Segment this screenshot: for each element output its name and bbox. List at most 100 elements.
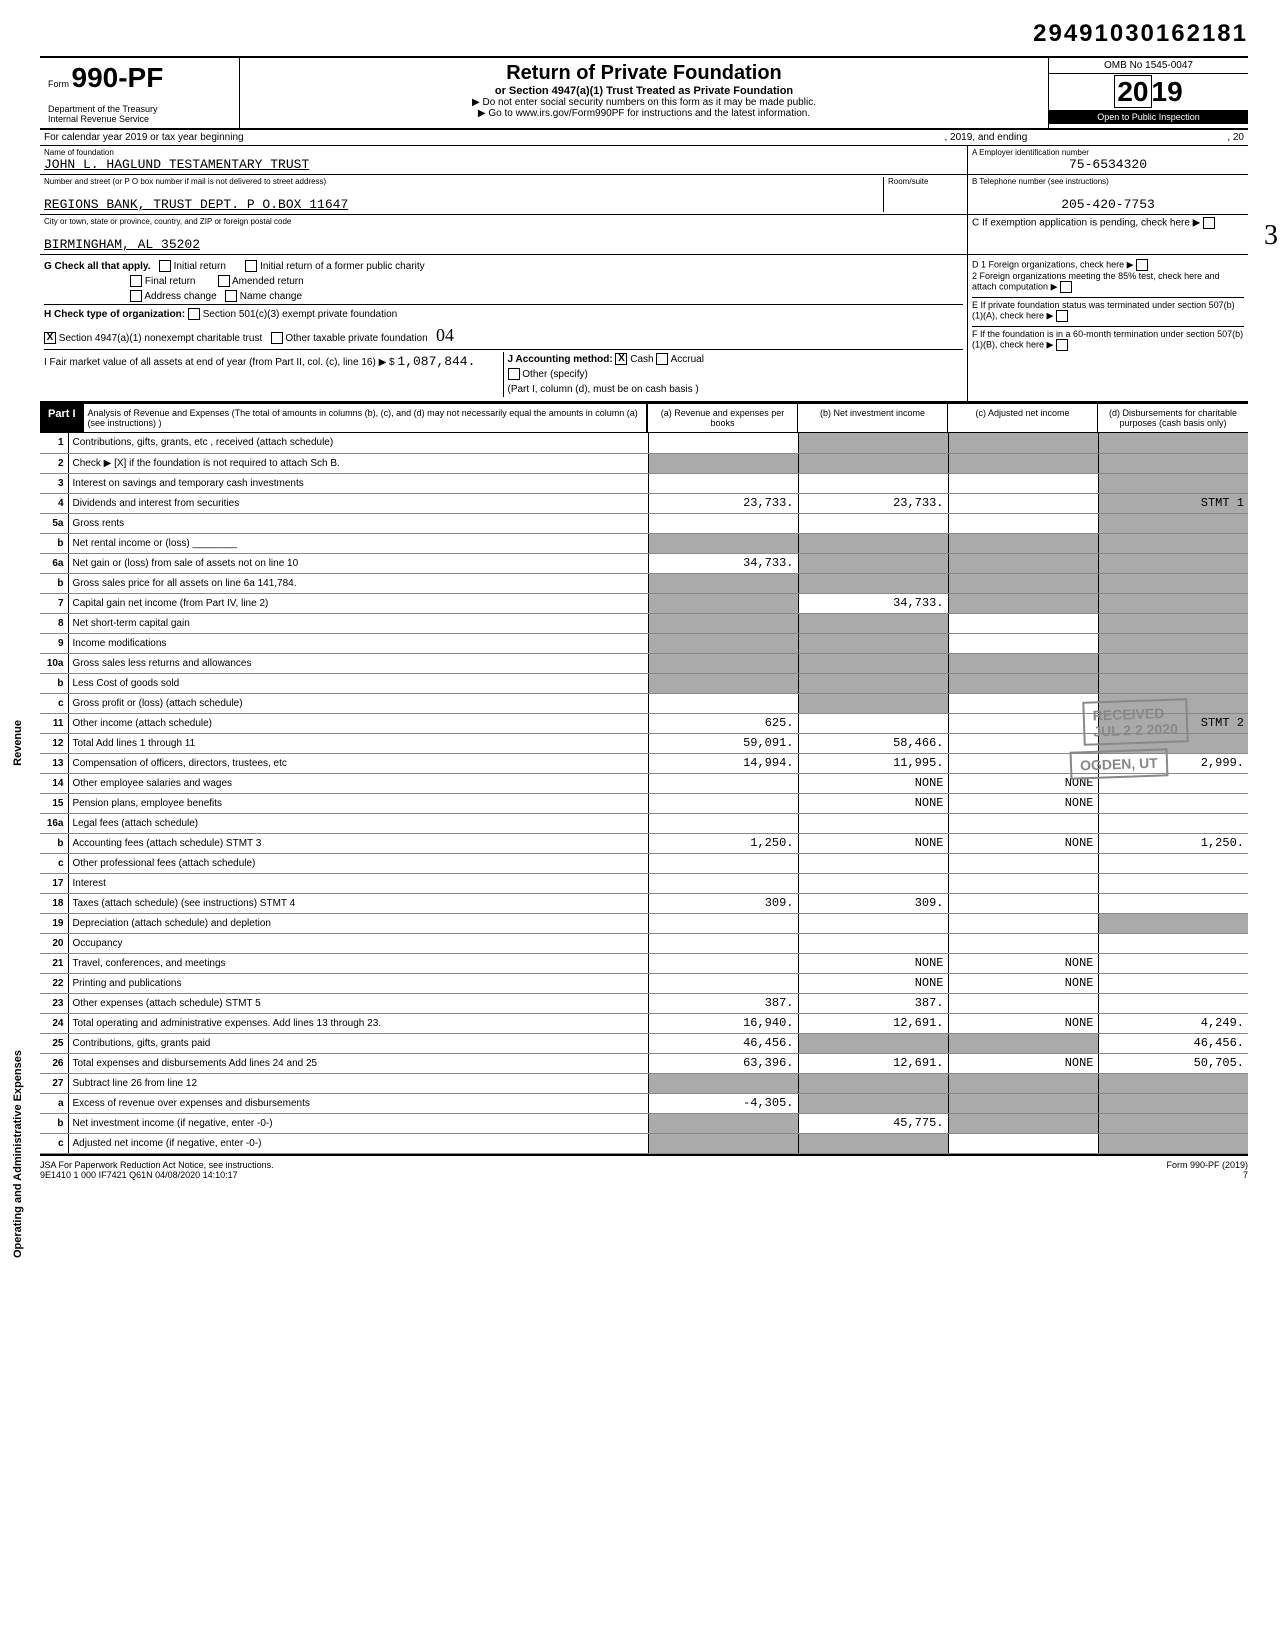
g-addr-checkbox[interactable] <box>130 290 142 302</box>
d2-checkbox[interactable] <box>1060 281 1072 293</box>
line-amount <box>798 873 948 893</box>
col-b-head: (b) Net investment income <box>798 404 948 432</box>
table-row: cOther professional fees (attach schedul… <box>40 853 1248 873</box>
line-desc: Dividends and interest from securities <box>68 493 648 513</box>
line-amount <box>798 513 948 533</box>
table-row: aExcess of revenue over expenses and dis… <box>40 1093 1248 1113</box>
line-amount <box>648 533 798 553</box>
line-amount <box>1098 653 1248 673</box>
line-amount <box>648 913 798 933</box>
g-initial-checkbox[interactable] <box>159 260 171 272</box>
line-desc: Travel, conferences, and meetings <box>68 953 648 973</box>
line-desc: Compensation of officers, directors, tru… <box>68 753 648 773</box>
box-d2: 2 Foreign organizations meeting the 85% … <box>972 271 1244 293</box>
line-number: 12 <box>40 733 68 753</box>
line-amount <box>798 613 948 633</box>
line-desc: Income modifications <box>68 633 648 653</box>
line-desc: Gross sales less returns and allowances <box>68 653 648 673</box>
line-amount: NONE <box>798 833 948 853</box>
line-amount <box>1098 553 1248 573</box>
line-amount: 14,994. <box>648 753 798 773</box>
table-row: 5aGross rents <box>40 513 1248 533</box>
line-desc: Net rental income or (loss) ________ <box>68 533 648 553</box>
table-row: cAdjusted net income (if negative, enter… <box>40 1133 1248 1153</box>
line-desc: Gross profit or (loss) (attach schedule) <box>68 693 648 713</box>
line-amount <box>1098 673 1248 693</box>
line-amount <box>1098 993 1248 1013</box>
line-desc: Other expenses (attach schedule) STMT 5 <box>68 993 648 1013</box>
g-amended-checkbox[interactable] <box>218 275 230 287</box>
line-number: 15 <box>40 793 68 813</box>
h-501c3-checkbox[interactable] <box>188 308 200 320</box>
line-amount: 23,733. <box>798 493 948 513</box>
received-stamp: RECEIVED JUL 2 2 2020 <box>1083 698 1189 746</box>
line-amount: 387. <box>648 993 798 1013</box>
line-amount <box>948 933 1098 953</box>
document-id: 29491030162181 <box>40 20 1248 48</box>
line-amount <box>648 653 798 673</box>
line-amount <box>648 453 798 473</box>
line-amount: NONE <box>948 1013 1098 1033</box>
title-main: Return of Private Foundation <box>244 62 1044 85</box>
line-amount <box>648 973 798 993</box>
j-other-checkbox[interactable] <box>508 368 520 380</box>
line-amount <box>948 453 1098 473</box>
line-number: 27 <box>40 1073 68 1093</box>
g-final-checkbox[interactable] <box>130 275 142 287</box>
line-amount <box>948 1133 1098 1153</box>
d1-checkbox[interactable] <box>1136 259 1148 271</box>
h-4947-checkbox[interactable]: X <box>44 332 56 344</box>
line-number: 16a <box>40 813 68 833</box>
line-amount <box>798 1073 948 1093</box>
line-number: b <box>40 833 68 853</box>
revenue-side-label: Revenue <box>12 720 24 766</box>
part1-header: Part I Analysis of Revenue and Expenses … <box>40 402 1248 433</box>
line-amount: 4,249. <box>1098 1013 1248 1033</box>
title-sub: or Section 4947(a)(1) Trust Treated as P… <box>244 85 1044 97</box>
line-desc: Adjusted net income (if negative, enter … <box>68 1133 648 1153</box>
line-amount: NONE <box>798 973 948 993</box>
g-former-checkbox[interactable] <box>245 260 257 272</box>
e-checkbox[interactable] <box>1056 310 1068 322</box>
j-cash-checkbox[interactable]: X <box>615 353 627 365</box>
table-row: bNet rental income or (loss) ________ <box>40 533 1248 553</box>
line-amount <box>948 433 1098 453</box>
name-label: Name of foundation <box>44 148 963 157</box>
line-number: b <box>40 673 68 693</box>
line-amount: 23,733. <box>648 493 798 513</box>
line-amount: STMT 1 <box>1098 493 1248 513</box>
line-amount: 58,466. <box>798 733 948 753</box>
line-desc: Pension plans, employee benefits <box>68 793 648 813</box>
g-namechg-checkbox[interactable] <box>225 290 237 302</box>
line-number: 23 <box>40 993 68 1013</box>
line-desc: Subtract line 26 from line 12 <box>68 1073 648 1093</box>
open-inspection: Open to Public Inspection <box>1049 110 1248 124</box>
line-number: 20 <box>40 933 68 953</box>
line-amount <box>1098 433 1248 453</box>
f-checkbox[interactable] <box>1056 339 1068 351</box>
line-amount <box>798 473 948 493</box>
h-other-checkbox[interactable] <box>271 332 283 344</box>
h-opt-4947: Section 4947(a)(1) nonexempt charitable … <box>59 333 262 344</box>
box-c-checkbox[interactable] <box>1203 217 1215 229</box>
line-number: c <box>40 693 68 713</box>
table-row: 26Total expenses and disbursements Add l… <box>40 1053 1248 1073</box>
line-number: c <box>40 853 68 873</box>
j-accrual-checkbox[interactable] <box>656 353 668 365</box>
h-code: 04 <box>436 325 454 345</box>
table-row: 6aNet gain or (loss) from sale of assets… <box>40 553 1248 573</box>
line-amount: 46,456. <box>1098 1033 1248 1053</box>
line-amount <box>798 673 948 693</box>
j-accrual: Accrual <box>671 354 704 365</box>
line-amount <box>1098 813 1248 833</box>
calendar-year-row: For calendar year 2019 or tax year begin… <box>40 130 1248 146</box>
g-opt-former: Initial return of a former public charit… <box>260 261 425 272</box>
title-box: Return of Private Foundation or Section … <box>240 58 1048 128</box>
line-desc: Gross sales price for all assets on line… <box>68 573 648 593</box>
line-amount: NONE <box>948 1053 1098 1073</box>
margin-3: 3 <box>1264 220 1278 252</box>
line-amount <box>798 1133 948 1153</box>
line-number: 17 <box>40 873 68 893</box>
line-amount <box>948 733 1098 753</box>
box-f: F If the foundation is in a 60-month ter… <box>972 326 1244 351</box>
